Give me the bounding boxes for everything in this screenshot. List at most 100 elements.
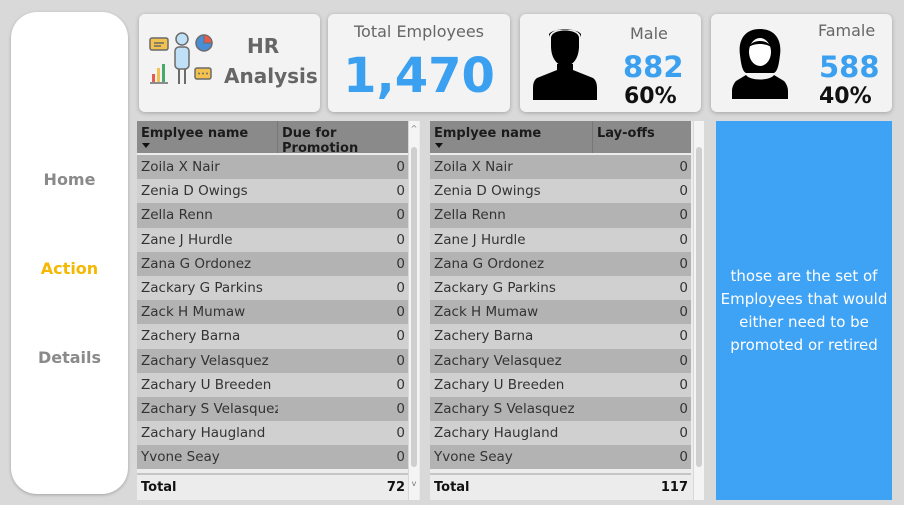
table-row[interactable]: Zachary U Breeden 0	[137, 372, 408, 397]
employee-name-cell: Zana G Ordonez	[141, 255, 252, 272]
table-row[interactable]: Zachary Velasquez 0	[430, 348, 691, 373]
employee-name-cell: Zachary S Velasquez	[141, 400, 278, 417]
layoffs-col-name-label: Emplyee name	[434, 126, 542, 141]
female-count: 588	[819, 50, 880, 84]
total-employees-label: Total Employees	[353, 22, 485, 41]
value-cell: 0	[396, 425, 405, 442]
value-cell: 0	[396, 352, 405, 369]
value-cell: 0	[396, 231, 405, 248]
promotion-table-total-row: Total 72	[137, 473, 408, 499]
value-cell: 0	[679, 231, 688, 248]
value-cell: 0	[396, 376, 405, 393]
table-row[interactable]: Zackary G Parkins 0	[137, 275, 408, 301]
scroll-thumb[interactable]	[411, 147, 417, 467]
value-cell: 0	[679, 183, 688, 200]
nav-details[interactable]: Details	[37, 348, 102, 367]
value-cell: 0	[396, 280, 405, 297]
sort-desc-icon[interactable]	[435, 143, 443, 148]
promotion-col-value-header[interactable]: Due for Promotion	[282, 126, 359, 156]
table-row[interactable]: Zachary Haugland 0	[430, 421, 691, 446]
table-row[interactable]: Zachary Haugland 0	[137, 421, 408, 446]
male-label: Male	[630, 24, 668, 43]
employee-name-cell: Zachery Barna	[434, 328, 534, 345]
scroll-down-icon[interactable]: v	[411, 479, 417, 488]
value-cell: 0	[679, 352, 688, 369]
table-row[interactable]: Zack H Mumaw 0	[430, 300, 691, 325]
table-row[interactable]: Zachery Barna 0	[137, 324, 408, 349]
scroll-up-icon[interactable]: ^	[410, 124, 418, 133]
employee-name-cell: Yvone Seay	[141, 449, 220, 466]
table-row[interactable]: Zane J Hurdle 0	[430, 227, 691, 252]
table-row[interactable]: Zana G Ordonez 0	[137, 251, 408, 276]
employee-name-cell: Zella Renn	[141, 207, 213, 224]
table-row[interactable]: Zoila X Nair 0	[137, 155, 408, 180]
male-card: Male 882 60%	[520, 14, 701, 112]
table-row[interactable]: Zachary U Breeden 0	[430, 372, 691, 397]
employee-name-cell: Yvone Seay	[434, 449, 513, 466]
male-person-icon	[533, 29, 597, 100]
total-label: Total	[434, 479, 470, 495]
promotion-table: Emplyee name Due for Promotion Zoila X N…	[137, 121, 420, 500]
table-row[interactable]: Yvone Seay 0	[137, 445, 408, 470]
table-row[interactable]: Zachery Barna 0	[430, 324, 691, 349]
value-cell: 0	[679, 280, 688, 297]
table-row[interactable]: Zana G Ordonez 0	[430, 251, 691, 276]
layoffs-col-name-header[interactable]: Emplyee name	[430, 121, 593, 153]
total-value: 72	[386, 479, 405, 495]
employee-name-cell: Zane J Hurdle	[141, 231, 233, 248]
value-cell: 0	[396, 183, 405, 200]
male-percent: 60%	[624, 84, 677, 109]
value-cell: 0	[679, 304, 688, 321]
employee-name-cell: Zane J Hurdle	[434, 231, 526, 248]
layoffs-table-header: Emplyee name Lay-offs	[430, 121, 691, 153]
value-cell: 0	[679, 159, 688, 176]
hr-analysis-card: HR Analysis	[139, 14, 320, 112]
promotion-col-name-label: Emplyee name	[141, 126, 249, 141]
employee-name-cell: Zack H Mumaw	[434, 304, 539, 321]
value-cell: 0	[679, 425, 688, 442]
layoffs-table-body: Zoila X Nair 0 Zenia D Owings 0 Zella Renn 0 Z…	[430, 155, 691, 470]
hr-title-line1: HR	[247, 34, 280, 58]
table-row[interactable]: Zoila X Nair 0	[430, 155, 691, 180]
table-row[interactable]: Zack H Mumaw 0	[137, 300, 408, 325]
table-row[interactable]: Zella Renn 0	[430, 203, 691, 228]
employee-name-cell: Zachery Barna	[141, 328, 241, 345]
sort-desc-icon[interactable]	[142, 143, 150, 148]
hr-analysis-icon	[149, 32, 213, 84]
female-card: Famale 588 40%	[711, 14, 892, 112]
nav-home[interactable]: Home	[43, 170, 96, 189]
table-row[interactable]: Yvone Seay 0	[430, 445, 691, 470]
explanation-note: those are the set of Employees that woul…	[716, 121, 892, 500]
table-row[interactable]: Zachary Velasquez 0	[137, 348, 408, 373]
employee-name-cell: Zella Renn	[434, 207, 506, 224]
table-row[interactable]: Zenia D Owings 0	[430, 179, 691, 204]
value-cell: 0	[396, 159, 405, 176]
employee-name-cell: Zenia D Owings	[141, 183, 248, 200]
value-cell: 0	[396, 449, 405, 466]
value-cell: 0	[679, 328, 688, 345]
layoffs-col-value-header[interactable]: Lay-offs	[597, 126, 655, 141]
layoffs-table: Emplyee name Lay-offs Zoila X Nair 0 Zenia…	[430, 121, 704, 500]
scroll-thumb[interactable]	[696, 147, 702, 467]
promotion-col-name-header[interactable]: Emplyee name	[137, 121, 278, 153]
employee-name-cell: Zachary U Breeden	[434, 376, 565, 393]
employee-name-cell: Zachary Velasquez	[434, 352, 562, 369]
value-cell: 0	[396, 304, 405, 321]
table-row[interactable]: Zachary S Velasquez 0	[430, 396, 691, 422]
table-row[interactable]: Zella Renn 0	[137, 203, 408, 228]
promotion-table-scrollbar[interactable]: ^ v	[408, 121, 419, 500]
value-cell: 0	[679, 449, 688, 466]
promotion-table-header: Emplyee name Due for Promotion	[137, 121, 408, 156]
table-row[interactable]: Zachary S Velasquez 0	[137, 396, 408, 422]
employee-name-cell: Zackary G Parkins	[141, 280, 263, 297]
layoffs-table-scrollbar[interactable]	[693, 121, 704, 500]
nav-action[interactable]: Action	[40, 259, 99, 278]
employee-name-cell: Zackary G Parkins	[434, 280, 556, 297]
table-row[interactable]: Zackary G Parkins 0	[430, 275, 691, 301]
employee-name-cell: Zachary Haugland	[141, 425, 266, 442]
explanation-note-text: those are the set of Employees that woul…	[720, 266, 888, 354]
value-cell: 0	[679, 376, 688, 393]
table-row[interactable]: Zenia D Owings 0	[137, 179, 408, 204]
table-row[interactable]: Zane J Hurdle 0	[137, 227, 408, 252]
value-cell: 0	[396, 400, 405, 417]
